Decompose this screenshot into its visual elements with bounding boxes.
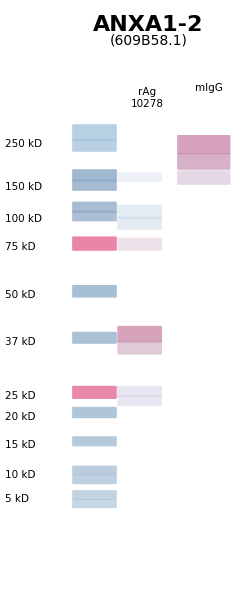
FancyBboxPatch shape <box>72 139 117 152</box>
FancyBboxPatch shape <box>72 386 117 399</box>
Text: (609B58.1): (609B58.1) <box>109 33 187 47</box>
FancyBboxPatch shape <box>177 135 230 154</box>
FancyBboxPatch shape <box>72 211 117 221</box>
Text: 5 kD: 5 kD <box>5 494 29 504</box>
Text: 15 kD: 15 kD <box>5 440 36 450</box>
FancyBboxPatch shape <box>117 238 162 251</box>
FancyBboxPatch shape <box>72 169 117 182</box>
FancyBboxPatch shape <box>177 153 230 170</box>
Text: ANXA1-2: ANXA1-2 <box>93 15 203 35</box>
FancyBboxPatch shape <box>72 124 117 141</box>
Text: 75 kD: 75 kD <box>5 242 36 252</box>
Text: mIgG: mIgG <box>195 83 223 93</box>
Text: 37 kD: 37 kD <box>5 337 36 347</box>
FancyBboxPatch shape <box>72 332 117 344</box>
FancyBboxPatch shape <box>72 202 117 213</box>
FancyBboxPatch shape <box>72 285 117 298</box>
FancyBboxPatch shape <box>117 340 162 355</box>
FancyBboxPatch shape <box>117 205 162 219</box>
Text: 10 kD: 10 kD <box>5 470 35 480</box>
Text: 100 kD: 100 kD <box>5 214 42 224</box>
FancyBboxPatch shape <box>72 179 117 191</box>
Text: 50 kD: 50 kD <box>5 290 35 300</box>
FancyBboxPatch shape <box>72 436 117 446</box>
FancyBboxPatch shape <box>72 407 117 418</box>
Text: 20 kD: 20 kD <box>5 412 35 422</box>
FancyBboxPatch shape <box>117 326 162 343</box>
FancyBboxPatch shape <box>72 466 117 475</box>
FancyBboxPatch shape <box>72 490 117 500</box>
Text: 250 kD: 250 kD <box>5 139 42 149</box>
FancyBboxPatch shape <box>117 395 162 406</box>
Text: 25 kD: 25 kD <box>5 391 36 401</box>
FancyBboxPatch shape <box>117 386 162 397</box>
FancyBboxPatch shape <box>72 236 117 251</box>
FancyBboxPatch shape <box>117 172 162 182</box>
Text: 150 kD: 150 kD <box>5 182 42 192</box>
FancyBboxPatch shape <box>177 170 230 185</box>
Text: rAg
10278: rAg 10278 <box>130 87 164 109</box>
FancyBboxPatch shape <box>72 499 117 508</box>
FancyBboxPatch shape <box>72 475 117 484</box>
FancyBboxPatch shape <box>117 217 162 230</box>
